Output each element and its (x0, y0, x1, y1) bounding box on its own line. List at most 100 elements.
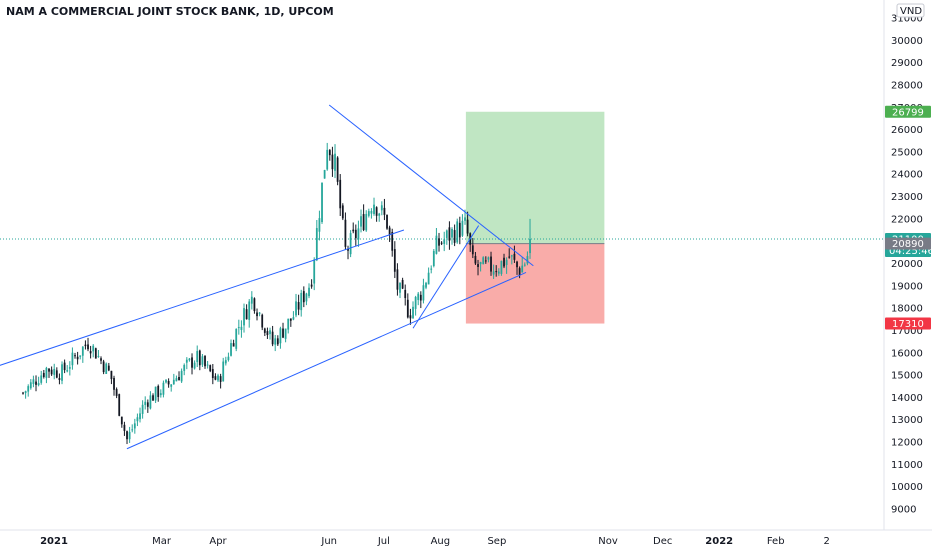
candle-body[interactable] (40, 375, 43, 383)
candle-body[interactable] (240, 326, 243, 330)
candle-body[interactable] (211, 369, 214, 378)
candle-body[interactable] (302, 291, 305, 303)
candle-body[interactable] (118, 394, 121, 416)
candle-body[interactable] (102, 361, 105, 373)
candle-body[interactable] (274, 338, 277, 345)
candle-body[interactable] (149, 395, 152, 409)
candle-body[interactable] (107, 365, 110, 371)
candle-body[interactable] (300, 292, 303, 311)
candle-body[interactable] (393, 249, 396, 272)
candle-body[interactable] (45, 367, 48, 378)
candle-body[interactable] (354, 229, 357, 239)
candle-body[interactable] (513, 253, 516, 260)
candle-body[interactable] (323, 169, 326, 179)
candle-body[interactable] (27, 386, 30, 392)
candle-body[interactable] (115, 389, 118, 396)
candle-body[interactable] (53, 368, 56, 375)
candle-body[interactable] (477, 264, 479, 267)
candle-body[interactable] (35, 381, 37, 385)
candle-body[interactable] (42, 372, 45, 377)
candle-body[interactable] (339, 179, 342, 209)
stop-zone[interactable] (465, 243, 605, 324)
candle-body[interactable] (284, 328, 287, 339)
candle-body[interactable] (443, 239, 446, 244)
candle-body[interactable] (404, 289, 407, 299)
candle-body[interactable] (55, 370, 58, 378)
descending-line-trendline[interactable] (328, 104, 534, 267)
candle-body[interactable] (167, 380, 170, 385)
candle-body[interactable] (313, 259, 316, 284)
candle-body[interactable] (367, 211, 370, 216)
candle-body[interactable] (523, 264, 526, 266)
candle-body[interactable] (326, 149, 329, 170)
candle-body[interactable] (100, 358, 102, 361)
candle-body[interactable] (344, 219, 347, 247)
candle-body[interactable] (409, 315, 412, 319)
candle-body[interactable] (250, 296, 253, 304)
candle-body[interactable] (198, 350, 201, 366)
candle-body[interactable] (295, 301, 297, 316)
candle-body[interactable] (128, 431, 131, 440)
candle-body[interactable] (497, 271, 500, 274)
candle-body[interactable] (32, 379, 35, 384)
candle-body[interactable] (279, 328, 282, 344)
candle-body[interactable] (331, 154, 334, 170)
candle-body[interactable] (48, 368, 50, 372)
candle-body[interactable] (510, 255, 513, 257)
candle-body[interactable] (253, 298, 256, 312)
candle-body[interactable] (373, 204, 375, 214)
candle-body[interactable] (282, 328, 284, 338)
candle-body[interactable] (266, 331, 269, 336)
candle-body[interactable] (347, 248, 349, 251)
candle-body[interactable] (68, 367, 71, 369)
candle-body[interactable] (58, 378, 61, 380)
candle-body[interactable] (451, 228, 453, 238)
candle-body[interactable] (74, 355, 76, 357)
candle-body[interactable] (261, 314, 264, 328)
candle-body[interactable] (479, 262, 482, 265)
candle-body[interactable] (224, 360, 227, 364)
candle-body[interactable] (188, 358, 191, 361)
candle-body[interactable] (71, 352, 74, 366)
candle-body[interactable] (81, 346, 84, 356)
candle-body[interactable] (341, 205, 344, 219)
candle-body[interactable] (305, 293, 308, 302)
candle-body[interactable] (63, 362, 66, 371)
candle-body[interactable] (141, 404, 144, 414)
candle-body[interactable] (396, 269, 399, 290)
candle-body[interactable] (287, 318, 290, 330)
candle-body[interactable] (456, 221, 459, 243)
candle-body[interactable] (349, 233, 352, 255)
candle-body[interactable] (29, 382, 32, 389)
candle-body[interactable] (120, 416, 123, 425)
candle-body[interactable] (66, 370, 69, 372)
candle-body[interactable] (219, 376, 222, 382)
candle-body[interactable] (482, 257, 485, 265)
candle-body[interactable] (370, 210, 373, 214)
candle-body[interactable] (292, 317, 295, 320)
candle-body[interactable] (201, 356, 204, 365)
candle-body[interactable] (453, 230, 456, 243)
candle-body[interactable] (232, 343, 235, 347)
candle-body[interactable] (263, 328, 266, 333)
candle-body[interactable] (204, 355, 206, 367)
candle-body[interactable] (133, 423, 136, 429)
candle-body[interactable] (191, 357, 193, 368)
candle-body[interactable] (94, 348, 97, 359)
candle-body[interactable] (79, 355, 82, 357)
candle-body[interactable] (235, 328, 238, 349)
candle-body[interactable] (490, 256, 492, 272)
candle-body[interactable] (196, 351, 199, 363)
candle-body[interactable] (425, 282, 427, 288)
candle-body[interactable] (22, 392, 24, 394)
candle-body[interactable] (193, 362, 196, 369)
candle-body[interactable] (315, 228, 318, 261)
candle-body[interactable] (495, 271, 498, 273)
candle-body[interactable] (401, 279, 404, 289)
candle-body[interactable] (50, 369, 53, 375)
candle-body[interactable] (487, 257, 490, 260)
candle-body[interactable] (180, 370, 183, 382)
candle-body[interactable] (321, 182, 323, 222)
candle-body[interactable] (159, 393, 162, 396)
candle-body[interactable] (508, 256, 511, 258)
